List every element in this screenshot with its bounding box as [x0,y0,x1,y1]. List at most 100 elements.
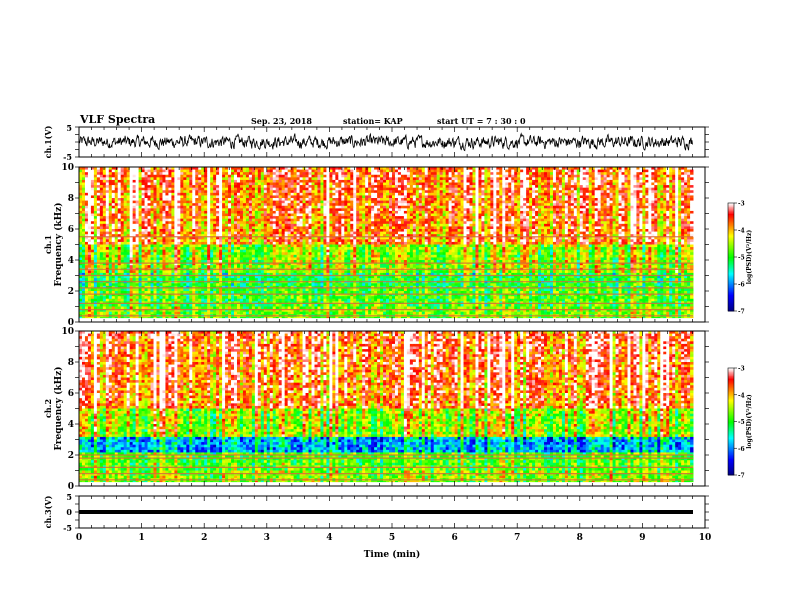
ch1-cell [129,291,134,294]
ch1-cell [147,167,151,170]
ch1-cell [192,288,196,292]
ch1-cell [129,198,134,201]
ch1-cell [236,303,241,307]
ch1-cell [251,249,256,253]
ch1-cell [144,239,148,243]
ch1-cell [216,262,220,266]
ch1-cell [260,303,265,307]
ch1-cell [141,298,145,302]
ch1-cell [198,244,202,248]
ch1-cell [153,283,157,287]
ch1-cell [204,288,208,292]
ch1-cell [168,205,172,209]
ch1-cell [111,218,116,222]
ch1-cell [192,179,196,183]
ch1-cell [147,169,151,173]
ch1-cell [186,241,190,245]
ch1-cell [177,208,181,212]
ch1-cell [162,241,166,245]
ch1-cell [162,257,166,261]
ch1-cell [239,213,244,217]
ch1-cell [287,288,292,292]
ch1-cell [90,311,95,315]
ch1-cell [79,249,83,253]
ch1-cell [216,205,220,209]
ch1-cell [225,223,229,227]
ch1-cell [216,169,220,173]
ch1-cell [234,169,238,173]
ch1-cell [275,293,280,297]
ch1-cell [260,247,265,251]
ch1-cell [314,291,318,294]
ch1-cell [120,174,125,178]
ch1-cell [132,200,137,204]
ch1-cell [141,247,145,251]
ch1-cell [93,247,98,251]
ch1-cell [147,216,151,220]
ch1-cell [174,210,178,214]
ch1-cell [87,200,92,204]
ch1-cell [263,174,268,178]
ch1-cell [287,208,292,212]
ch1-cell [314,244,318,248]
ch1-cell [81,260,86,263]
ch1-cell [84,169,89,173]
ch1-cell [120,278,125,282]
ch1-cell [150,249,154,253]
ch1-cell [239,192,244,196]
ch1-cell [123,303,128,307]
ch1-cell [114,293,119,297]
ch1-cell [177,260,181,263]
ch1-cell [260,288,265,292]
ch1-cell [120,198,125,201]
ch1-cell [225,190,229,194]
ch1-cell [266,298,271,302]
ch1-cell [281,247,286,251]
ch1-cell [269,272,274,276]
ch1-cell [171,278,175,282]
ch1-cell [275,185,280,189]
ch1-cell [311,203,315,207]
ch1-cell [245,231,250,235]
ch1-cell [111,195,116,199]
ch1-cell [210,309,214,313]
ch1-cell [192,210,196,214]
ch1-cell [168,185,172,189]
ch1-cell [251,195,256,199]
ch1-cell [213,223,217,227]
ch1-cell [254,309,259,313]
ch1-cell [150,288,154,292]
ch1-cell [168,275,172,279]
ch1-cell [150,257,154,261]
ch1-cell [111,190,116,194]
ch1-cell [245,241,250,245]
ch1-cell [302,223,306,227]
ch1-cell [111,223,116,227]
ch1-cell [186,309,190,313]
ch1-cell [93,223,98,227]
ch1-cell [189,198,193,201]
ch1-cell [87,309,92,313]
ch1-cell [87,291,92,294]
ch1-cell [302,216,306,220]
ch1-cell [236,198,241,201]
ch1-cell [147,187,151,191]
ch1-cell [168,179,172,183]
ch1-cell [135,208,140,212]
ch1-cell [102,179,107,183]
ch1-cell [114,275,119,279]
ch1-cell [114,200,119,204]
ch1-cell [272,198,277,201]
ch1-cell [311,190,315,194]
ch1-cell [180,190,184,194]
ch1-cell [174,254,178,258]
ch1-cell [99,229,104,232]
ch1-cell [305,223,309,227]
ch1-cell [290,179,295,183]
ch1-cell [79,241,83,245]
ch1-cell [120,291,125,294]
ch1-cell [317,213,321,217]
ch1-cell [257,172,262,176]
ch1-cell [135,303,140,307]
ch1-cell [284,190,289,194]
